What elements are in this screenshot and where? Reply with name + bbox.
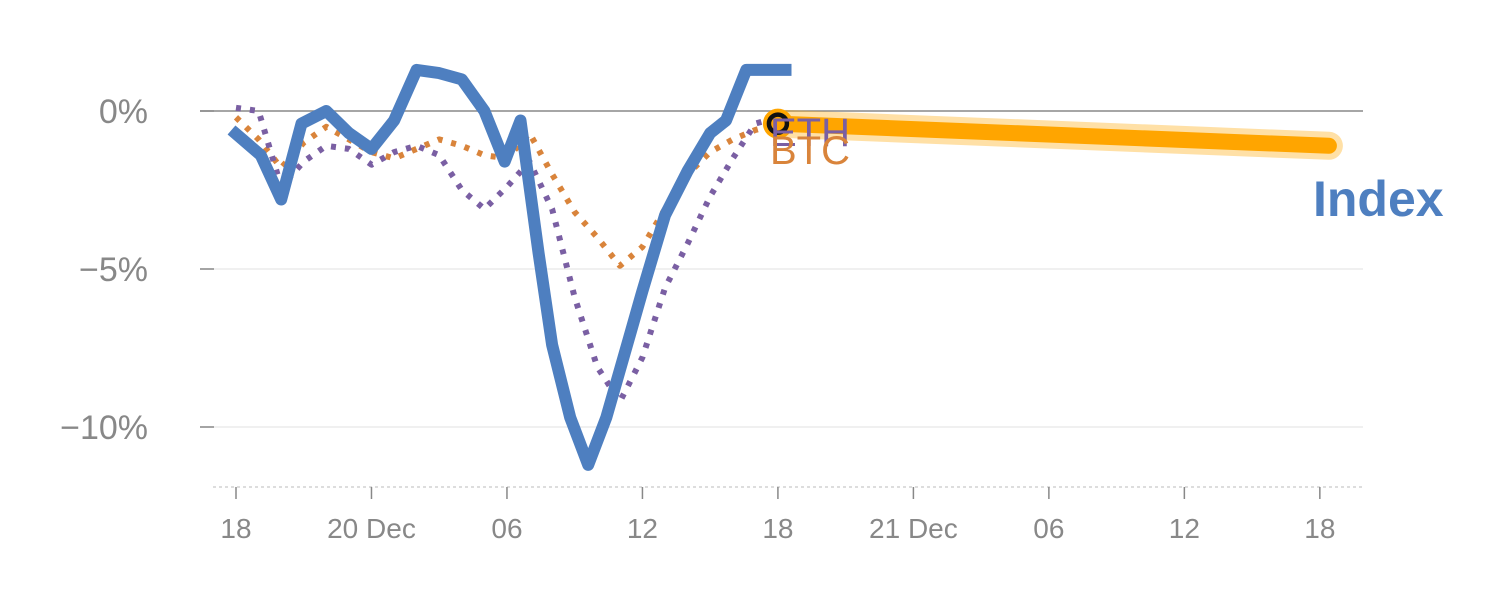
x-tick-label: 12 xyxy=(1169,513,1200,544)
index-label: Index xyxy=(1313,171,1444,227)
annotations: ETH BTC Index xyxy=(770,111,1444,227)
btc-label: BTC xyxy=(770,129,850,173)
x-tick-label: 21 Dec xyxy=(869,513,958,544)
index-line xyxy=(227,63,792,471)
eth-line xyxy=(235,104,779,405)
y-tick-label: −5% xyxy=(79,251,148,289)
x-tick-label: 18 xyxy=(220,513,251,544)
forecast-start-ring xyxy=(766,112,790,135)
y-tick-label: −10% xyxy=(60,409,148,447)
x-tick-label: 18 xyxy=(762,513,793,544)
x-tick-label: 06 xyxy=(1033,513,1064,544)
y-tick-label: 0% xyxy=(99,93,148,131)
x-axis: 18 20 Dec 06 12 18 21 Dec 06 12 18 xyxy=(213,486,1363,544)
series-lines xyxy=(227,63,1343,471)
x-tick-label: 06 xyxy=(491,513,522,544)
y-axis: 0% −5% −10% xyxy=(60,93,214,447)
forecast-line xyxy=(769,115,1337,154)
eth-label: ETH xyxy=(770,111,850,155)
x-tick-label: 18 xyxy=(1304,513,1335,544)
x-tick-label: 12 xyxy=(627,513,658,544)
x-tick-label: 20 Dec xyxy=(327,513,416,544)
